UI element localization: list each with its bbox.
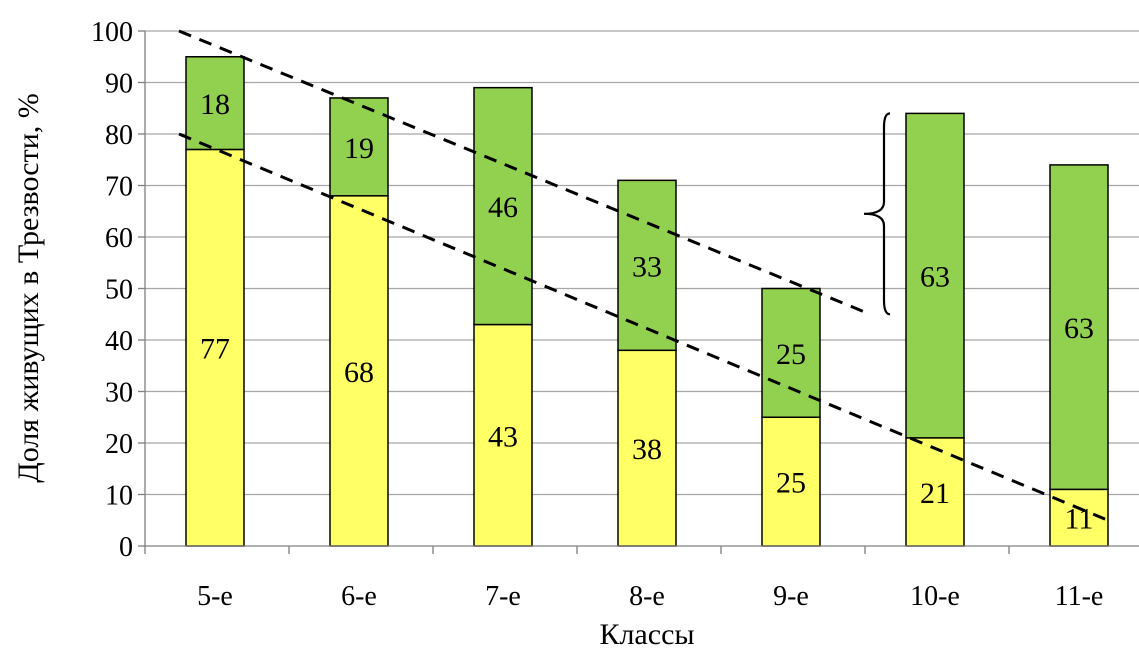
y-tick-label: 80: [105, 120, 133, 151]
data-label: 21: [920, 477, 950, 510]
x-axis-title: Классы: [599, 618, 694, 651]
data-label: 43: [488, 420, 518, 453]
bar-segment: [473, 86, 533, 326]
trend-line: [178, 132, 1109, 522]
y-tick-label: 70: [105, 172, 133, 203]
y-tick-label: 60: [105, 223, 133, 254]
y-axis-title: Доля живущих в Трезвости, %: [12, 93, 45, 482]
x-tick-label: 5-е: [197, 581, 233, 612]
y-tick-label: 40: [105, 326, 133, 357]
x-tick-label: 6-е: [341, 581, 377, 612]
x-tick-labels: 5-е 6-е 7-е 8-е 9-е 10-е 11-е: [197, 581, 1103, 612]
y-tick-label: 10: [105, 481, 133, 512]
x-tick-label: 10-е: [910, 581, 960, 612]
bar-segment: [329, 97, 389, 197]
y-tick-label: 90: [105, 69, 133, 100]
data-label: 63: [920, 261, 950, 294]
data-label: 25: [776, 338, 806, 371]
y-tick-labels: 0 10 20 30 40 50 60 70 80 90 100: [91, 17, 133, 563]
bar-segment: [1049, 164, 1109, 491]
y-tick-label: 100: [91, 17, 133, 48]
data-label: 46: [488, 191, 518, 224]
x-tick-label: 7-е: [485, 581, 521, 612]
y-tick-label: 30: [105, 378, 133, 409]
y-tick-label: 50: [105, 275, 133, 306]
data-label: 77: [200, 333, 230, 366]
data-label: 38: [632, 433, 662, 466]
axes: [138, 30, 1139, 554]
y-tick-label: 20: [105, 429, 133, 460]
x-tick-label: 11-е: [1055, 581, 1104, 612]
data-label: 33: [632, 250, 662, 283]
trend-line: [178, 29, 871, 316]
annotations: [178, 29, 1109, 522]
data-label: 63: [1064, 312, 1094, 345]
data-label: 25: [776, 467, 806, 500]
x-tick-label: 8-е: [629, 581, 665, 612]
bar-segment: [617, 349, 677, 547]
bar-segment: [905, 112, 965, 439]
curly-brace: [863, 112, 891, 316]
bar-segment: [473, 323, 533, 547]
bar-segment: [185, 56, 245, 151]
data-label: 19: [344, 132, 374, 165]
bars: [185, 56, 1109, 547]
data-label: 18: [200, 88, 230, 121]
y-tick-label: 0: [119, 532, 133, 563]
data-label: 68: [344, 356, 374, 389]
x-tick-label: 9-е: [773, 581, 809, 612]
bar-segment: [761, 416, 821, 547]
